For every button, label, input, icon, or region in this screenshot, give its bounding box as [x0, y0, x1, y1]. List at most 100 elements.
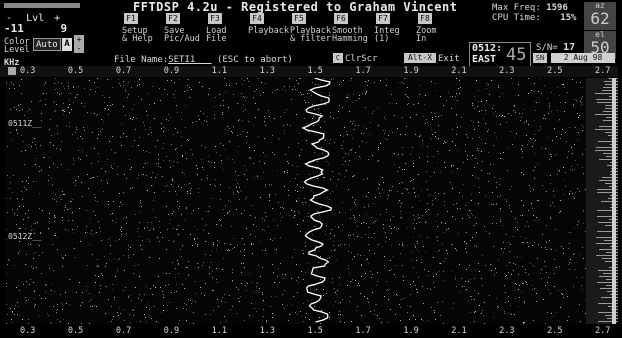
fkey-label-line2: Pic/Aud: [164, 34, 200, 44]
fkey-label-line1: Zoom: [416, 26, 437, 36]
fkey-label-line2: In: [416, 34, 427, 44]
file-name-hint: (ESC to abort): [216, 55, 293, 65]
tick-label: 1.7: [355, 66, 371, 76]
fkey-f5-label[interactable]: Playback & filter: [290, 26, 331, 44]
file-name-input[interactable]: SETI1___: [168, 55, 212, 65]
tick-label: 2.5: [547, 66, 563, 76]
time-marker-0511: 0511Z__: [8, 119, 42, 128]
cpu-time-label: CPU Time:: [492, 13, 541, 23]
time-value: 0512:: [472, 43, 503, 54]
tick-label: 0.3: [20, 326, 36, 336]
clear-screen-label[interactable]: ClrScr: [345, 54, 378, 64]
app-title: FFTDSP 4.2u - Registered to Graham Vince…: [133, 0, 458, 14]
direction-value: EAST: [472, 54, 497, 65]
fkey-f6-label[interactable]: Smooth Hamming: [332, 26, 368, 44]
tick-label: 2.7: [595, 326, 611, 336]
level-label: Lvl: [26, 13, 45, 24]
tick-label: 1.5: [307, 326, 323, 336]
fkey-f7-label[interactable]: Integ (1): [374, 26, 400, 44]
fkey-f3-label[interactable]: Load File: [206, 26, 227, 44]
tick-label: 2.1: [451, 326, 467, 336]
snr-label: S/N=: [536, 43, 558, 53]
corner-marker[interactable]: [8, 67, 16, 75]
azimuth-label: az: [595, 1, 605, 10]
snr-value: 17: [563, 42, 576, 53]
max-freq-label: Max Freq:: [492, 3, 541, 13]
tick-label: 2.3: [499, 66, 515, 76]
fkey-f6[interactable]: F6: [334, 13, 348, 24]
file-name-row: File Name:SETI1___ (ESC to abort): [114, 55, 293, 65]
stats-readout: Max Freq: 1596 CPU Time: 15%: [492, 3, 576, 23]
tick-label: 0.7: [115, 326, 132, 336]
level-minus[interactable]: -: [6, 13, 13, 24]
fkey-f2-label[interactable]: Save Pic/Aud: [164, 26, 200, 44]
time-marker-0512: 0512Z__: [8, 232, 42, 241]
time-box: 0512: EAST 45: [469, 42, 531, 67]
level-max-value: 9: [60, 22, 68, 35]
fkey-f4[interactable]: F4: [250, 13, 264, 24]
color-minus-button[interactable]: -: [76, 44, 82, 53]
tick-label: 1.9: [403, 66, 419, 76]
signal-trace: [301, 78, 333, 323]
waterfall-display[interactable]: [6, 78, 586, 324]
seconds-value: 45: [506, 45, 527, 65]
fkey-f5[interactable]: F5: [292, 13, 306, 24]
fkey-label-line1: Playback: [290, 26, 331, 36]
fkey-label-line2: & filter: [290, 34, 331, 44]
color-label-line1: Color: [4, 37, 30, 47]
tick-label: 1.7: [355, 326, 371, 336]
level-bar[interactable]: [4, 3, 80, 8]
top-frequency-axis: [0, 66, 618, 77]
tick-label: 2.5: [547, 326, 563, 336]
fkey-label-line1: Setup: [122, 26, 148, 36]
azimuth-value: 62: [590, 9, 610, 28]
bottom-frequency-axis: [0, 325, 618, 338]
tick-label: 0.5: [67, 66, 84, 76]
level-plus[interactable]: +: [54, 13, 61, 24]
elevation-value: 50: [590, 38, 610, 57]
clear-screen-key[interactable]: C: [333, 53, 343, 63]
fkey-label-line2: (1): [374, 34, 390, 44]
color-label-line2: Level: [4, 45, 30, 55]
right-edge: [618, 0, 622, 338]
fkey-f4-label[interactable]: Playback: [248, 27, 289, 36]
tick-label: 1.1: [211, 326, 228, 336]
elevation-label: el: [595, 30, 605, 39]
color-selected-button[interactable]: A: [62, 38, 72, 51]
tick-label: 0.3: [20, 66, 36, 76]
fkey-label-line1: Integ: [374, 26, 400, 36]
exit-label[interactable]: Exit: [438, 54, 460, 64]
tick-label: 0.9: [163, 66, 180, 76]
azimuth-box: az 62: [584, 2, 616, 30]
exit-key[interactable]: Alt-X: [404, 53, 436, 63]
color-plus-button[interactable]: +: [76, 35, 82, 44]
file-name-label: File Name:: [114, 55, 169, 65]
level-min-value: -11: [4, 22, 24, 35]
color-mode-field[interactable]: Auto: [33, 38, 61, 51]
fkey-label-line1: Save: [164, 26, 185, 36]
fkey-label-line1: Load: [206, 26, 227, 36]
fkey-f8-label[interactable]: Zoom In: [416, 26, 437, 44]
tick-label: 0.5: [67, 326, 84, 336]
tick-label: 1.1: [211, 66, 228, 76]
fkey-f1-label[interactable]: Setup & Help: [122, 26, 153, 44]
snr-button[interactable]: SN: [533, 53, 547, 63]
color-stepper[interactable]: + -: [74, 35, 84, 53]
tick-label: 2.1: [451, 66, 467, 76]
tick-label: 0.7: [115, 66, 132, 76]
fkey-f2[interactable]: F2: [166, 13, 180, 24]
fkey-label-line2: Hamming: [332, 34, 368, 44]
fkey-f8[interactable]: F8: [418, 13, 432, 24]
tick-label: 1.5: [307, 66, 323, 76]
tick-label: 1.3: [259, 326, 275, 336]
snr-readout: S/N= 17: [536, 42, 575, 53]
signal-level-sidebar: [586, 78, 618, 324]
fkey-label-line2: File: [206, 34, 227, 44]
tick-label: 1.9: [403, 326, 419, 336]
fkey-f1[interactable]: F1: [124, 13, 138, 24]
axis-unit-label: KHz: [4, 58, 20, 68]
fkey-f3[interactable]: F3: [208, 13, 222, 24]
fkey-label-line1: Smooth: [332, 26, 363, 36]
color-level-label: Color Level: [4, 37, 30, 55]
fkey-f7[interactable]: F7: [376, 13, 390, 24]
